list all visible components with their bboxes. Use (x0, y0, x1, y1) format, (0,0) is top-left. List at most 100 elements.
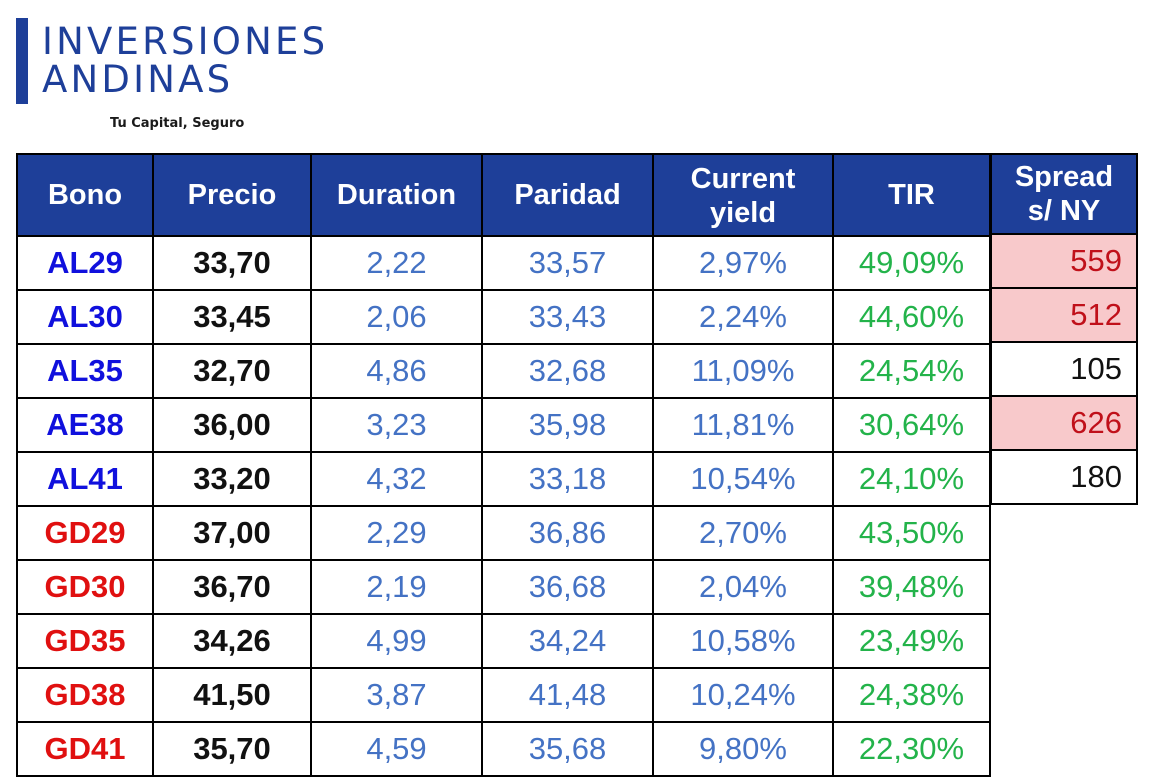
logo-tagline: Tu Capital, Seguro (110, 116, 245, 131)
cell-spread: 180 (990, 449, 1138, 505)
cell-paridad: 41,48 (481, 667, 654, 723)
cell-precio: 41,50 (152, 667, 312, 723)
cell-tir: 44,60% (832, 289, 991, 345)
header-paridad: Paridad (481, 153, 654, 237)
cell-tir: 24,54% (832, 343, 991, 399)
cell-duration: 4,59 (310, 721, 483, 777)
cell-bono: AL29 (16, 235, 154, 291)
table-row: GD38 41,50 3,87 41,48 10,24% 24,38% (16, 667, 991, 723)
cell-paridad: 33,18 (481, 451, 654, 507)
company-logo: INVERSIONES ANDINAS Tu Capital, Seguro (16, 16, 376, 141)
logo-line-1: INVERSIONES (42, 20, 329, 63)
cell-bono: GD29 (16, 505, 154, 561)
cell-precio: 37,00 (152, 505, 312, 561)
cell-duration: 2,22 (310, 235, 483, 291)
cell-tir: 30,64% (832, 397, 991, 453)
header-spread-line-2: s/ NY (1027, 195, 1101, 227)
header-precio: Precio (152, 153, 312, 237)
cell-precio: 36,70 (152, 559, 312, 615)
cell-current-yield: 11,09% (652, 343, 834, 399)
spread-row: 559 (990, 233, 1138, 289)
cell-paridad: 34,24 (481, 613, 654, 669)
cell-paridad: 33,43 (481, 289, 654, 345)
cell-paridad: 35,98 (481, 397, 654, 453)
cell-paridad: 36,68 (481, 559, 654, 615)
cell-bono: AL30 (16, 289, 154, 345)
cell-bono: AL35 (16, 343, 154, 399)
cell-tir: 22,30% (832, 721, 991, 777)
table-row: GD35 34,26 4,99 34,24 10,58% 23,49% (16, 613, 991, 669)
spread-row: 512 (990, 287, 1138, 343)
table-header-row: Bono Precio Duration Paridad Current yiel… (16, 153, 991, 237)
cell-current-yield: 9,80% (652, 721, 834, 777)
header-bono: Bono (16, 153, 154, 237)
cell-current-yield: 2,24% (652, 289, 834, 345)
cell-precio: 36,00 (152, 397, 312, 453)
cell-tir: 43,50% (832, 505, 991, 561)
table-row: AL41 33,20 4,32 33,18 10,54% 24,10% (16, 451, 991, 507)
cell-paridad: 35,68 (481, 721, 654, 777)
cell-precio: 33,45 (152, 289, 312, 345)
cell-bono: GD41 (16, 721, 154, 777)
bonds-table: Bono Precio Duration Paridad Current yiel… (16, 153, 991, 777)
cell-bono: GD38 (16, 667, 154, 723)
cell-current-yield: 2,70% (652, 505, 834, 561)
cell-spread: 512 (990, 287, 1138, 343)
header-current-yield: Current yield (652, 153, 834, 237)
cell-precio: 34,26 (152, 613, 312, 669)
cell-current-yield: 10,24% (652, 667, 834, 723)
cell-duration: 4,32 (310, 451, 483, 507)
cell-bono: GD30 (16, 559, 154, 615)
cell-spread: 626 (990, 395, 1138, 451)
cell-tir: 39,48% (832, 559, 991, 615)
header-current-yield-line-1: Current (690, 163, 796, 195)
header-current-yield-line-2: yield (709, 197, 777, 229)
table-row: GD29 37,00 2,29 36,86 2,70% 43,50% (16, 505, 991, 561)
cell-current-yield: 2,04% (652, 559, 834, 615)
table-row: GD41 35,70 4,59 35,68 9,80% 22,30% (16, 721, 991, 777)
cell-duration: 3,87 (310, 667, 483, 723)
spread-row: 180 (990, 449, 1138, 505)
cell-tir: 49,09% (832, 235, 991, 291)
cell-duration: 2,29 (310, 505, 483, 561)
cell-bono: GD35 (16, 613, 154, 669)
cell-paridad: 33,57 (481, 235, 654, 291)
table-row: AE38 36,00 3,23 35,98 11,81% 30,64% (16, 397, 991, 453)
cell-spread: 105 (990, 341, 1138, 397)
cell-tir: 23,49% (832, 613, 991, 669)
cell-current-yield: 2,97% (652, 235, 834, 291)
cell-bono: AE38 (16, 397, 154, 453)
spread-table: Spread s/ NY 559 512 105 626 180 (990, 153, 1138, 505)
header-spread: Spread s/ NY (990, 153, 1138, 235)
cell-paridad: 32,68 (481, 343, 654, 399)
cell-precio: 35,70 (152, 721, 312, 777)
cell-current-yield: 10,58% (652, 613, 834, 669)
cell-duration: 2,19 (310, 559, 483, 615)
cell-tir: 24,38% (832, 667, 991, 723)
logo-line-2: ANDINAS (42, 58, 234, 101)
header-spread-line-1: Spread (1014, 161, 1114, 193)
cell-precio: 32,70 (152, 343, 312, 399)
spread-row: 105 (990, 341, 1138, 397)
cell-spread: 559 (990, 233, 1138, 289)
cell-paridad: 36,86 (481, 505, 654, 561)
cell-current-yield: 11,81% (652, 397, 834, 453)
table-row: GD30 36,70 2,19 36,68 2,04% 39,48% (16, 559, 991, 615)
header-tir: TIR (832, 153, 991, 237)
table-row: AL30 33,45 2,06 33,43 2,24% 44,60% (16, 289, 991, 345)
table-row: AL29 33,70 2,22 33,57 2,97% 49,09% (16, 235, 991, 291)
cell-precio: 33,70 (152, 235, 312, 291)
logo-bar (16, 18, 28, 104)
spread-header-row: Spread s/ NY (990, 153, 1138, 235)
cell-duration: 4,99 (310, 613, 483, 669)
cell-tir: 24,10% (832, 451, 991, 507)
header-duration: Duration (310, 153, 483, 237)
cell-duration: 2,06 (310, 289, 483, 345)
table-row: AL35 32,70 4,86 32,68 11,09% 24,54% (16, 343, 991, 399)
cell-duration: 4,86 (310, 343, 483, 399)
spread-row: 626 (990, 395, 1138, 451)
cell-precio: 33,20 (152, 451, 312, 507)
cell-bono: AL41 (16, 451, 154, 507)
cell-duration: 3,23 (310, 397, 483, 453)
cell-current-yield: 10,54% (652, 451, 834, 507)
